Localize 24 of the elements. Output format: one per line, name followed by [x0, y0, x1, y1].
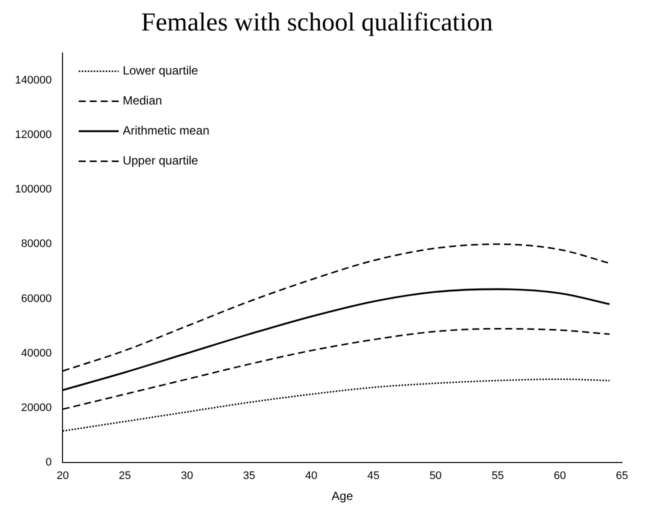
y-tick-label: 120000 — [14, 129, 52, 142]
legend-label: Arithmetic mean — [122, 124, 210, 138]
x-tick-label: 25 — [118, 470, 131, 482]
legend-label: Median — [122, 94, 162, 108]
y-tick-label: 0 — [46, 456, 52, 468]
legend-label: Lower quartile — [122, 64, 198, 78]
x-axis-title: Age — [332, 489, 354, 504]
x-tick-label: 65 — [616, 470, 628, 482]
y-tick-label: 140000 — [14, 74, 52, 87]
x-tick-label: 45 — [367, 470, 380, 482]
x-tick-label: 20 — [56, 470, 69, 482]
y-tick-label: 60000 — [21, 292, 52, 305]
x-tick-label: 35 — [243, 470, 256, 482]
x-tick-label: 30 — [180, 470, 194, 482]
x-tick-label: 40 — [305, 470, 318, 482]
y-tick-label: 100000 — [14, 184, 52, 196]
x-tick-label: 50 — [429, 470, 442, 482]
chart-title: Females with school qualification — [141, 7, 493, 36]
legend-label: Upper quartile — [122, 154, 198, 168]
y-tick-label: 40000 — [21, 347, 52, 360]
x-tick-label: 55 — [492, 470, 504, 482]
y-tick-label: 80000 — [21, 238, 52, 250]
x-tick-label: 60 — [554, 470, 566, 482]
y-tick-label: 20000 — [21, 402, 52, 414]
